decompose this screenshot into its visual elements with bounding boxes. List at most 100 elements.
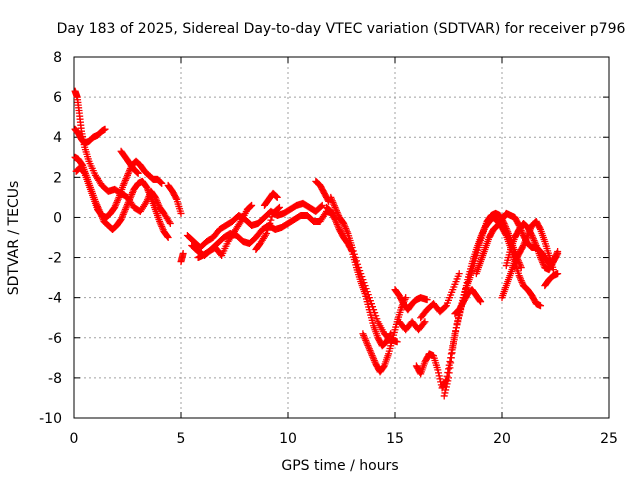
series-track-9 <box>183 199 326 252</box>
axis-ticks <box>73 56 610 419</box>
x-tick-label: 5 <box>177 431 186 447</box>
y-tick-label: -6 <box>48 331 62 347</box>
data-point <box>153 198 161 206</box>
data-point <box>539 259 547 267</box>
data-point <box>420 319 428 327</box>
data-point <box>517 262 525 270</box>
data-point <box>380 363 388 371</box>
data-point <box>366 297 374 305</box>
data-point <box>122 175 130 183</box>
data-point <box>328 197 336 205</box>
data-point <box>342 226 350 234</box>
data-point <box>125 197 133 205</box>
data-point <box>118 214 126 222</box>
data-point <box>549 259 557 267</box>
data-point <box>352 257 360 265</box>
data-point <box>362 285 370 293</box>
data-point <box>516 260 524 268</box>
data-point <box>121 176 129 184</box>
data-point <box>144 187 152 195</box>
data-point <box>553 249 561 257</box>
data-point <box>119 181 127 189</box>
series-track-25 <box>502 219 562 274</box>
data-point <box>370 357 378 365</box>
data-point <box>521 238 529 246</box>
data-point <box>365 294 373 302</box>
data-point <box>528 231 536 239</box>
data-point <box>515 259 523 267</box>
data-point <box>441 389 449 397</box>
data-point <box>274 204 282 212</box>
data-point <box>121 205 129 213</box>
data-point <box>333 207 341 215</box>
data-point <box>359 330 367 338</box>
data-point <box>157 179 165 187</box>
data-point <box>362 338 370 346</box>
data-point <box>362 336 370 344</box>
data-point <box>133 168 141 176</box>
data-point <box>550 256 558 264</box>
data-point <box>435 369 443 377</box>
data-point <box>265 223 273 231</box>
data-point <box>517 277 525 285</box>
y-tick-label: 6 <box>53 90 62 106</box>
data-point <box>158 222 166 230</box>
data-point <box>516 273 524 281</box>
series-track-6 <box>164 181 185 217</box>
data-point <box>364 341 372 349</box>
series-track-22 <box>451 286 485 318</box>
data-point <box>501 221 509 229</box>
data-point <box>334 210 342 218</box>
data-point <box>552 251 560 259</box>
data-point <box>128 189 136 197</box>
series-track-19 <box>417 270 463 322</box>
data-point <box>134 169 142 177</box>
data-point <box>166 219 174 227</box>
series-track-17 <box>391 286 431 314</box>
data-point <box>502 223 510 231</box>
data-point <box>101 125 109 133</box>
data-point <box>365 343 373 351</box>
data-point <box>503 226 511 234</box>
data-point <box>332 205 340 213</box>
data-point <box>520 240 528 248</box>
data-point <box>445 369 453 377</box>
data-point <box>536 224 544 232</box>
series-track-12 <box>260 189 281 209</box>
data-point <box>446 364 454 372</box>
data-point <box>351 254 359 262</box>
series-track-24 <box>498 217 557 302</box>
data-point <box>370 355 378 363</box>
series-track-15 <box>327 193 401 346</box>
data-point <box>440 392 448 400</box>
data-point <box>119 210 127 218</box>
data-point <box>446 358 454 366</box>
data-point <box>153 197 161 205</box>
series-track-26 <box>541 270 562 290</box>
data-point <box>538 257 546 265</box>
data-point <box>156 178 164 186</box>
data-point <box>354 260 362 268</box>
data-point <box>333 219 341 227</box>
series-track-2 <box>71 125 109 147</box>
data-point <box>246 203 254 211</box>
data-point <box>442 383 450 391</box>
data-point <box>120 180 128 188</box>
data-point <box>111 202 119 210</box>
data-point <box>329 198 337 206</box>
data-point <box>369 353 377 361</box>
data-point <box>268 213 276 221</box>
data-point <box>530 237 538 245</box>
data-point <box>124 199 132 207</box>
data-point <box>163 232 171 240</box>
data-point <box>122 204 130 212</box>
data-point <box>360 279 368 287</box>
data-point <box>328 195 336 203</box>
data-point <box>350 250 358 258</box>
data-point <box>552 253 559 261</box>
data-point <box>502 224 510 232</box>
x-tick-label: 25 <box>600 431 618 447</box>
data-point <box>113 198 121 206</box>
data-point <box>333 220 341 228</box>
data-point <box>371 309 379 317</box>
